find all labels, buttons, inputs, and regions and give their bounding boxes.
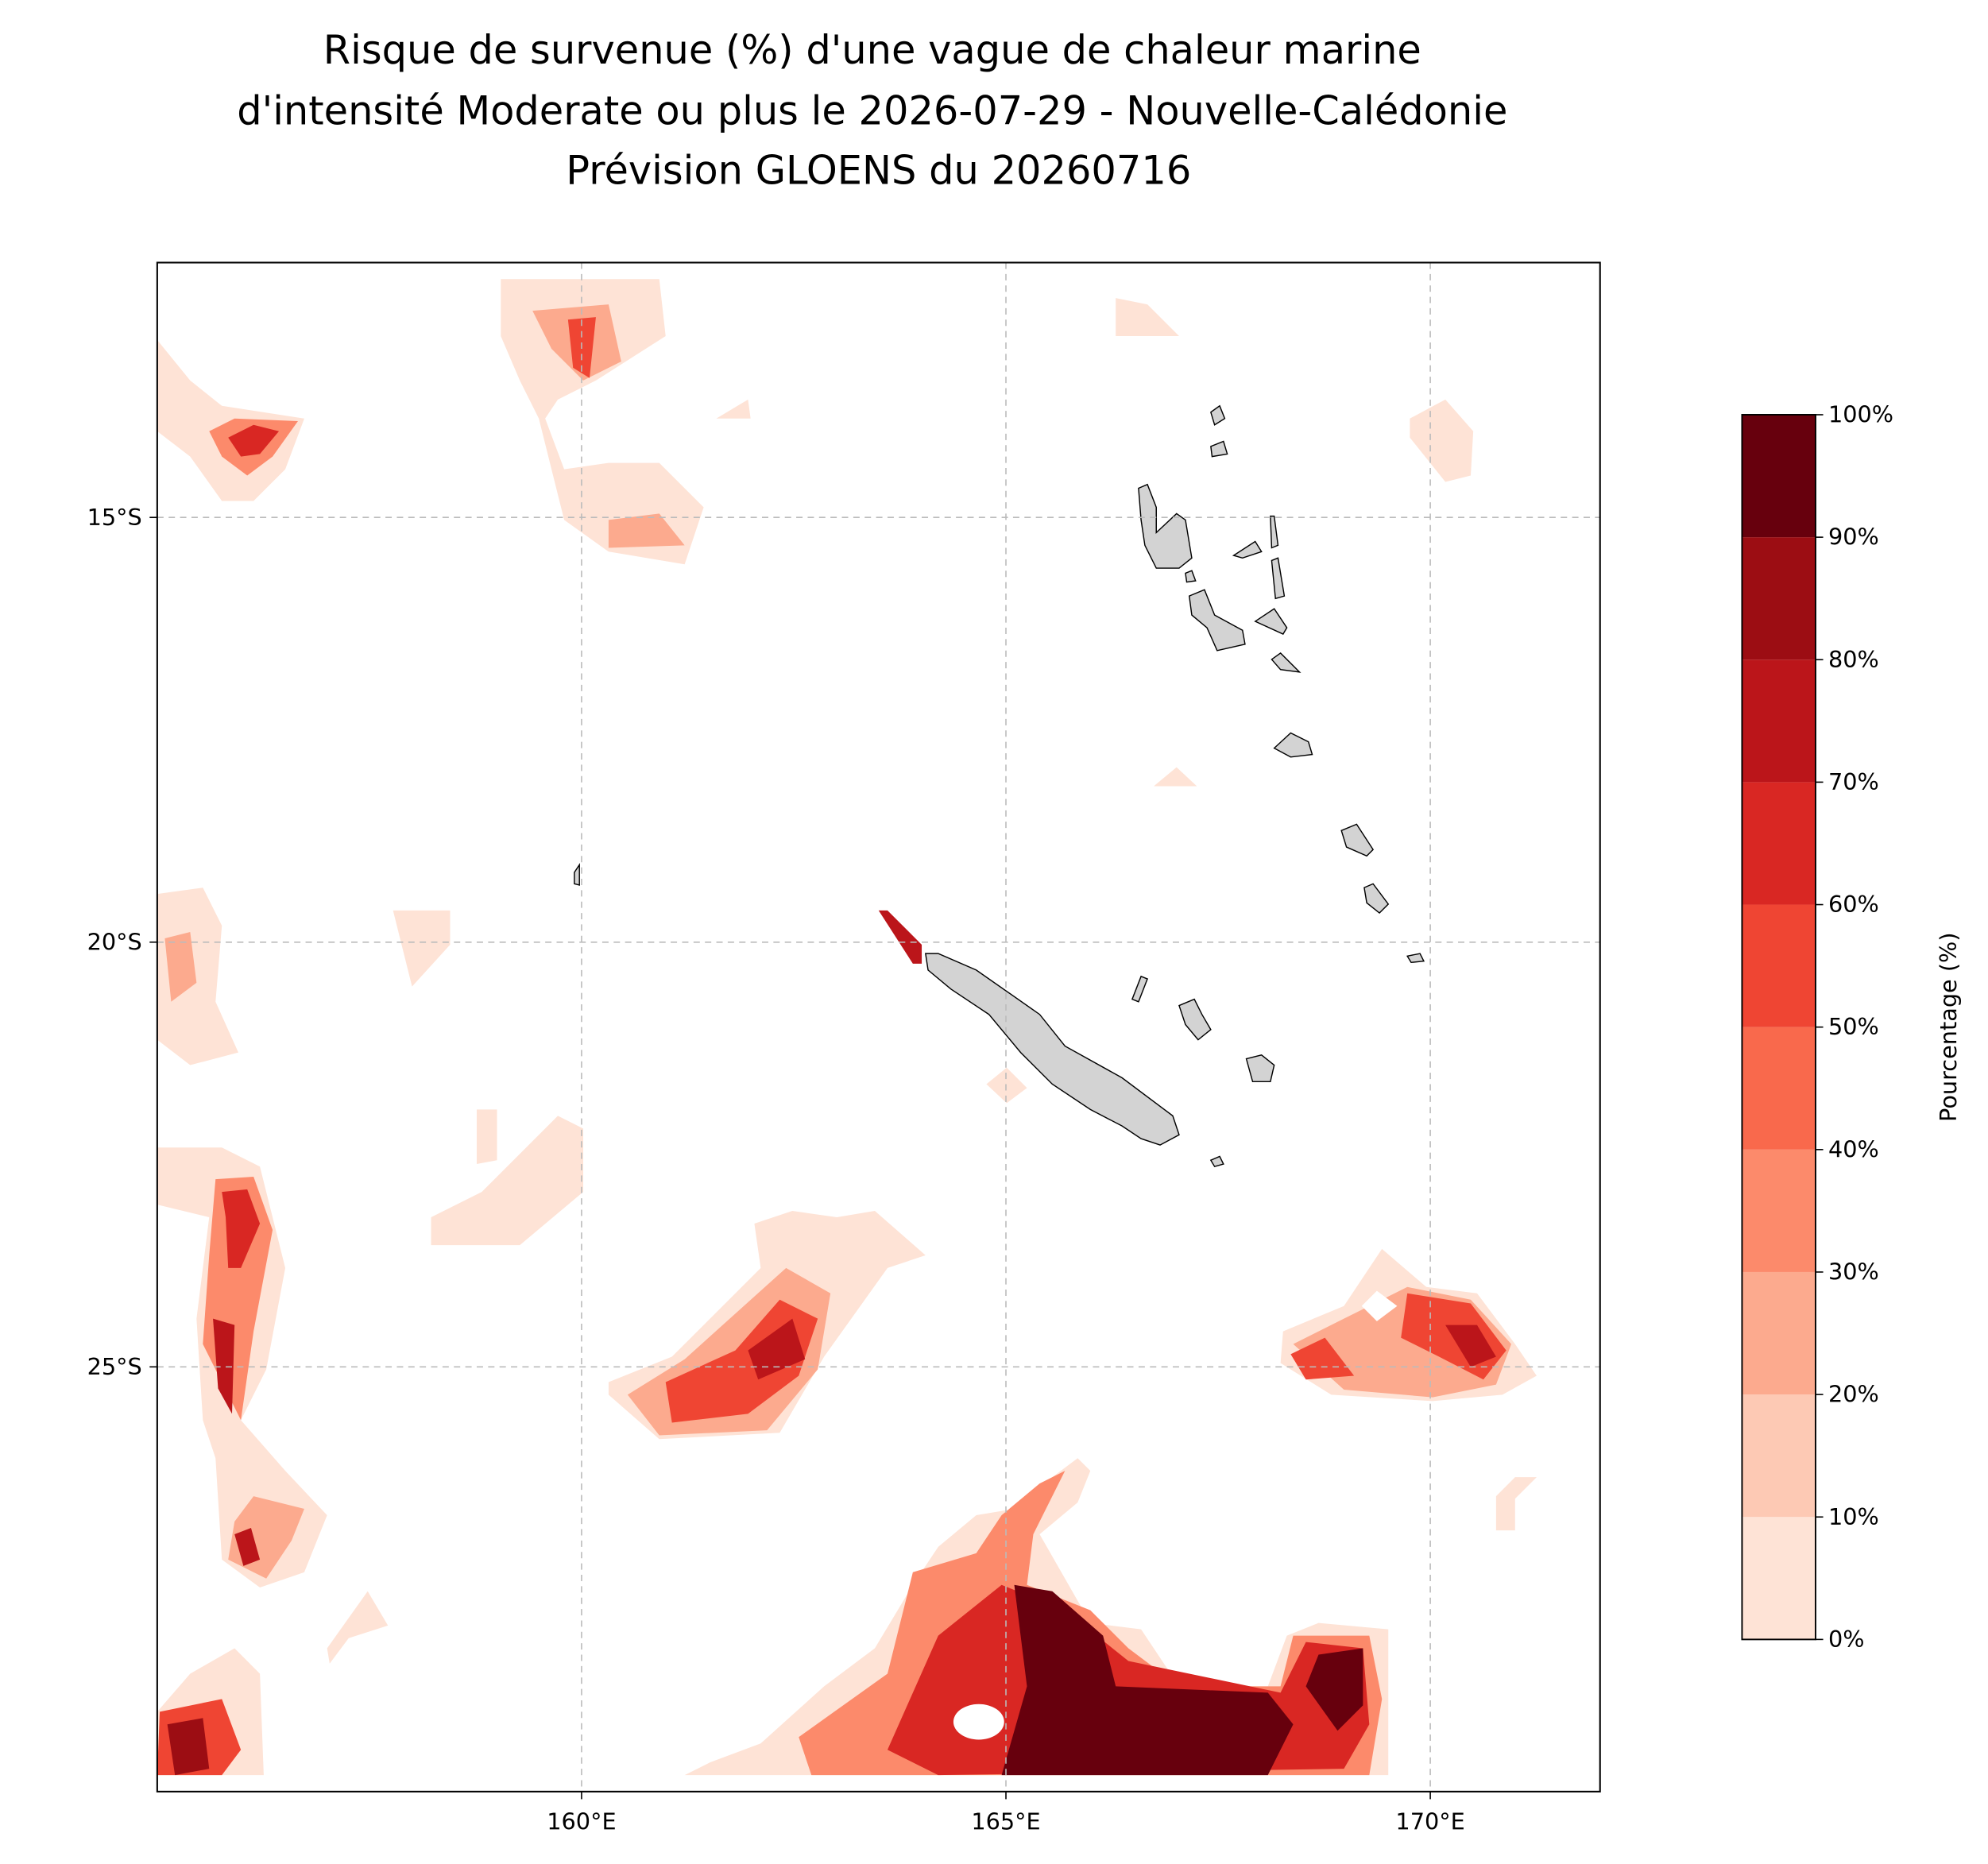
island xyxy=(1271,652,1301,673)
contour xyxy=(1445,1325,1496,1367)
land xyxy=(574,404,1425,1168)
island xyxy=(1340,823,1375,857)
contour xyxy=(431,1116,584,1246)
colorbar-tick-label: 40% xyxy=(1828,1135,1879,1162)
contour xyxy=(1495,1477,1537,1531)
island xyxy=(1210,440,1228,458)
contour xyxy=(234,1527,261,1566)
island xyxy=(1245,1054,1275,1083)
colorbar-band xyxy=(1742,1394,1816,1518)
island xyxy=(1131,975,1149,1003)
colorbar-band xyxy=(1742,414,1816,538)
island xyxy=(1406,953,1425,964)
colorbar-band xyxy=(1742,1149,1816,1272)
colorbar-band xyxy=(1742,537,1816,660)
contour xyxy=(1290,1337,1355,1380)
contour xyxy=(476,1109,497,1165)
island xyxy=(1185,570,1197,583)
colorbar-tick-label: 70% xyxy=(1828,768,1879,795)
x-tick-label: 170°E xyxy=(1395,1808,1464,1835)
island xyxy=(1232,540,1263,559)
y-tick-label: 25°S xyxy=(87,1353,142,1380)
island xyxy=(1270,515,1279,549)
island xyxy=(1273,732,1313,758)
contour xyxy=(213,1318,235,1414)
colorbar-band xyxy=(1742,1027,1816,1150)
contour xyxy=(1305,1648,1363,1731)
title-line: Risque de survenue (%) d'une vague de ch… xyxy=(323,27,1421,73)
colorbar-tick-label: 100% xyxy=(1828,401,1893,428)
contour-hole xyxy=(1361,1290,1398,1321)
colorbar-tick-label: 0% xyxy=(1828,1626,1865,1653)
colorbar-label: Pourcentage (%) xyxy=(1935,932,1962,1122)
colorbar-band xyxy=(1742,782,1816,905)
colorbar-band xyxy=(1742,659,1816,783)
island xyxy=(1188,589,1246,652)
colorbar-tick-label: 50% xyxy=(1828,1013,1879,1040)
contour xyxy=(167,1718,210,1776)
contour xyxy=(501,279,704,565)
island xyxy=(1271,557,1286,600)
colorbar-tick-label: 90% xyxy=(1828,524,1879,551)
y-tick-label: 15°S xyxy=(87,504,142,531)
colorbar-tick-label: 80% xyxy=(1828,646,1879,673)
x-tick-label: 165°E xyxy=(971,1808,1040,1835)
island xyxy=(1138,483,1193,569)
island xyxy=(1254,608,1288,635)
contour xyxy=(1154,767,1197,787)
colorbar-tick-label: 20% xyxy=(1828,1381,1879,1408)
colorbar-band xyxy=(1742,1517,1816,1640)
island xyxy=(1210,404,1226,426)
contour-hole xyxy=(953,1704,1004,1740)
contour xyxy=(608,513,685,548)
colorbar: 0% 10% 20% 30% 40% 50% 60% 70% 80% 90% 100% Pourcen… xyxy=(1741,401,1962,1653)
contour-fields xyxy=(157,279,1537,1776)
axes: 160°E 165°E 170°E 25°S 20°S 15°S xyxy=(87,262,1600,1835)
map-frame xyxy=(156,261,1601,1792)
contour xyxy=(1116,298,1179,337)
contour xyxy=(157,888,238,1065)
island xyxy=(1178,998,1212,1041)
colorbar-tick-label: 10% xyxy=(1828,1503,1879,1530)
colorbar-frame xyxy=(1741,414,1816,1641)
island xyxy=(924,953,1180,1146)
contour xyxy=(986,1067,1027,1104)
colorbar-tick-label: 30% xyxy=(1828,1259,1879,1286)
contour xyxy=(748,1318,806,1380)
x-tick-label: 160°E xyxy=(547,1808,616,1835)
title-line: Prévision GLOENS du 20260716 xyxy=(566,148,1191,194)
contour xyxy=(222,1189,261,1268)
island xyxy=(574,863,580,886)
colorbar-band xyxy=(1742,904,1816,1027)
y-tick-label: 20°S xyxy=(87,928,142,955)
title-line: d'intensité Moderate ou plus le 2026-07-… xyxy=(237,88,1507,134)
contour xyxy=(164,932,197,1002)
contour xyxy=(1001,1584,1294,1776)
colorbar-tick-label: 60% xyxy=(1828,891,1879,918)
contour xyxy=(393,910,451,987)
island xyxy=(1363,883,1390,915)
contour xyxy=(228,424,280,457)
contour xyxy=(878,910,922,964)
island xyxy=(1209,1155,1224,1168)
contour xyxy=(1410,399,1474,482)
contour xyxy=(327,1591,389,1664)
contour xyxy=(716,399,751,419)
colorbar-band xyxy=(1742,1271,1816,1395)
